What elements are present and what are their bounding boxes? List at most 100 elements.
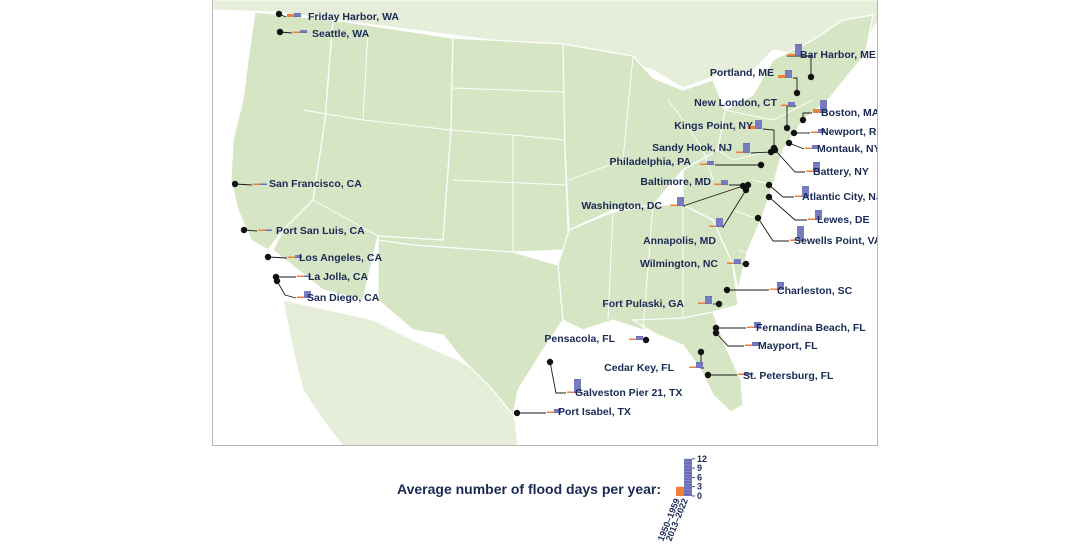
bar-2013-2022 [815, 210, 822, 220]
bar-1950s [258, 229, 265, 231]
bar-1950s [288, 256, 295, 258]
station-label: Fernandina Beach, FL [756, 322, 866, 334]
station-dot [754, 214, 762, 222]
bar-2013-2022 [745, 373, 752, 375]
bar-1950s [811, 131, 818, 133]
bar-1950s [253, 183, 260, 185]
bar-2013-2022 [716, 218, 723, 227]
legend-tick-label: 0 [697, 491, 702, 501]
bar-1950s [670, 204, 677, 206]
leader-line [774, 149, 805, 173]
bar-1950s [727, 262, 734, 264]
bar-1950s [698, 302, 705, 304]
bar-1950s [788, 54, 795, 56]
station-dot [513, 409, 521, 417]
bar-1950s [293, 31, 300, 33]
station-newport: Newport, RI [790, 126, 878, 138]
bar-1950s [770, 288, 777, 290]
bar-1950s [748, 126, 755, 129]
station-fort-pulaski: Fort Pulaski, GA [602, 296, 723, 310]
station-label: Lewes, DE [817, 214, 870, 226]
station-dot [264, 253, 272, 261]
station-label: Mayport, FL [758, 340, 818, 352]
station-label: New London, CT [694, 97, 777, 109]
station-pensacola: Pensacola, FL [544, 333, 650, 345]
station-dot [712, 324, 720, 332]
station-label: San Francisco, CA [269, 178, 362, 190]
legend-tick-label: 3 [697, 482, 702, 492]
station-label: Fort Pulaski, GA [602, 298, 684, 310]
station-dot [744, 181, 752, 189]
station-dot [765, 193, 773, 201]
bar-2013-2022 [721, 180, 728, 185]
station-dot [273, 277, 281, 285]
station-label: Kings Point, NY [674, 120, 753, 132]
bar-1950s [805, 147, 812, 149]
bar-1950s [297, 296, 304, 298]
station-portland: Portland, ME [710, 67, 801, 97]
station-label: Charleston, SC [777, 285, 853, 297]
station-wilmington: Wilmington, NC [640, 258, 750, 270]
station-label: Baltimore, MD [640, 176, 711, 188]
station-dot [723, 286, 731, 294]
station-label: Portland, ME [710, 67, 774, 79]
station-label: Battery, NY [813, 166, 869, 178]
station-label: Sewells Point, VA [794, 235, 878, 247]
station-new-london: New London, CT [694, 97, 796, 132]
station-friday-harbor: Friday Harbor, WA [275, 11, 399, 23]
station-dot [807, 73, 815, 81]
station-baltimore: Baltimore, MD [640, 176, 752, 189]
station-cedar-key: Cedar Key, FL [604, 348, 705, 374]
bar-2013-2022 [797, 226, 804, 241]
leader-line [276, 280, 297, 299]
station-label: La Jolla, CA [308, 271, 369, 283]
bar-2013-2022 [265, 229, 272, 231]
station-port-isabel: Port Isabel, TX [513, 406, 631, 418]
bar-1950s [567, 391, 574, 393]
station-dot [704, 371, 712, 379]
bar-1950s [781, 104, 788, 106]
bar-2013-2022 [755, 120, 762, 129]
station-dot [231, 180, 239, 188]
station-label: Newport, RI [821, 126, 878, 138]
station-label: Cedar Key, FL [604, 362, 674, 374]
station-sewells-point: Sewells Point, VA [754, 214, 878, 247]
bar-2013-2022 [754, 322, 761, 328]
bar-1950s [808, 218, 815, 220]
station-philadelphia: Philadelphia, PA [610, 156, 765, 169]
station-dot [793, 89, 801, 97]
station-dot [790, 129, 798, 137]
leader-line [757, 217, 789, 242]
legend-tick-label: 12 [697, 454, 707, 464]
bar-2013-2022 [574, 379, 581, 393]
station-lewes: Lewes, DE [765, 193, 870, 226]
station-dot [785, 139, 793, 147]
bar-2013-2022 [820, 100, 827, 113]
station-montauk: Montauk, NY [785, 139, 878, 155]
station-label: Sandy Hook, NJ [652, 142, 732, 154]
station-label: Port Isabel, TX [558, 406, 631, 418]
bar-2013-2022 [300, 30, 307, 33]
bar-1950s [806, 170, 813, 172]
bar-1950s [547, 411, 554, 413]
station-los-angeles: Los Angeles, CA [264, 252, 382, 264]
station-label: Montauk, NY [817, 143, 878, 155]
station-bar-harbor: Bar Harbor, ME [787, 44, 876, 81]
station-dot [546, 358, 554, 366]
station-dot [757, 161, 765, 169]
legend-tick-label: 9 [697, 463, 702, 473]
station-port-san-luis: Port San Luis, CA [240, 225, 365, 237]
bar-1950s [745, 344, 752, 346]
station-san-francisco: San Francisco, CA [231, 178, 362, 190]
leader-line [750, 151, 772, 154]
us-florida [630, 311, 744, 413]
station-dot [742, 260, 750, 268]
station-galveston: Galveston Pier 21, TX [546, 358, 682, 399]
bar-2013-2022 [734, 259, 741, 264]
leader-line [793, 77, 798, 93]
bar-2013-2022 [813, 162, 820, 172]
station-mayport: Mayport, FL [712, 329, 818, 352]
bar-2013-2022 [295, 255, 302, 258]
bar-2013-2022 [304, 291, 311, 298]
